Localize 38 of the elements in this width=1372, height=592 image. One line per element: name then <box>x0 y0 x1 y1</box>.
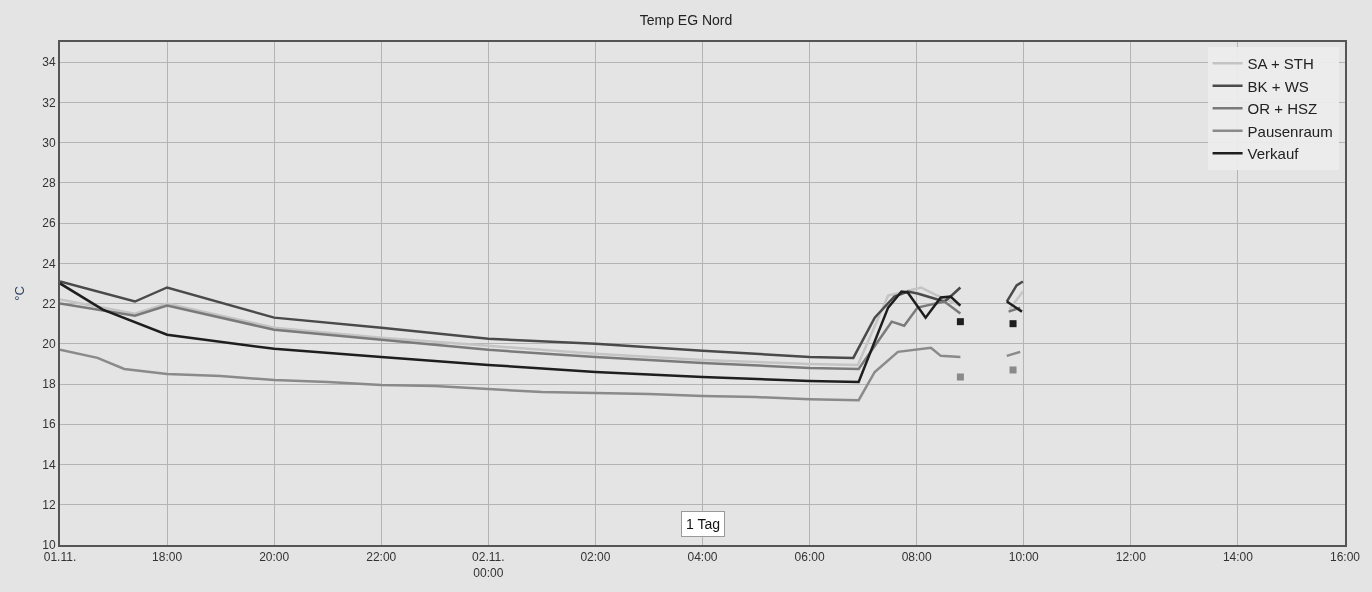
y-tick-label: 10 <box>42 538 56 553</box>
x-tick-label: 04:00 <box>687 550 718 565</box>
annotation: 1 Tag <box>686 516 720 532</box>
point <box>956 373 964 381</box>
x-tick-label: 02.11. 00:00 <box>472 550 505 580</box>
y-tick-label: 22 <box>42 296 56 311</box>
x-tick-label: 08:00 <box>901 550 933 565</box>
y-tick-label: 16 <box>42 417 56 432</box>
legend-label: SA + STH <box>1247 55 1314 73</box>
y-tick-label: 34 <box>42 55 56 70</box>
x-tick-label: 20:00 <box>259 550 290 565</box>
y-tick-label: 18 <box>42 377 56 392</box>
point <box>1009 366 1017 374</box>
point <box>956 318 964 326</box>
x-tick-label: 14:00 <box>1222 550 1254 565</box>
x-tick-label: 18:00 <box>152 550 183 565</box>
y-tick-label: 20 <box>42 337 56 351</box>
y-tick-label: 12 <box>42 497 56 512</box>
x-tick-label: 10:00 <box>1008 550 1040 565</box>
point <box>1009 320 1017 328</box>
x-tick-label: 22:00 <box>366 550 397 565</box>
x-tick-label: 12:00 <box>1115 550 1147 565</box>
legend-label: OR + HSZ <box>1247 100 1318 118</box>
legend-label: BK + WS <box>1247 77 1309 95</box>
y-tick-label: 30 <box>42 135 56 150</box>
y-axis-title: °C <box>11 286 27 301</box>
x-tick-label: 02:00 <box>580 550 611 565</box>
y-tick-label: 26 <box>42 216 56 231</box>
x-tick-label: 01.11. <box>43 550 77 565</box>
x-tick-label: 06:00 <box>794 550 825 565</box>
y-tick-label: 28 <box>42 176 56 191</box>
x-tick-label: 16:00 <box>1329 550 1361 565</box>
y-tick-label: 14 <box>42 457 56 472</box>
chart-title: Temp EG Nord <box>639 11 733 28</box>
legend-label: Verkauf <box>1247 145 1300 163</box>
legend-label: Pausenraum <box>1247 122 1333 140</box>
y-tick-label: 32 <box>42 95 56 110</box>
y-tick-label: 24 <box>42 256 56 271</box>
